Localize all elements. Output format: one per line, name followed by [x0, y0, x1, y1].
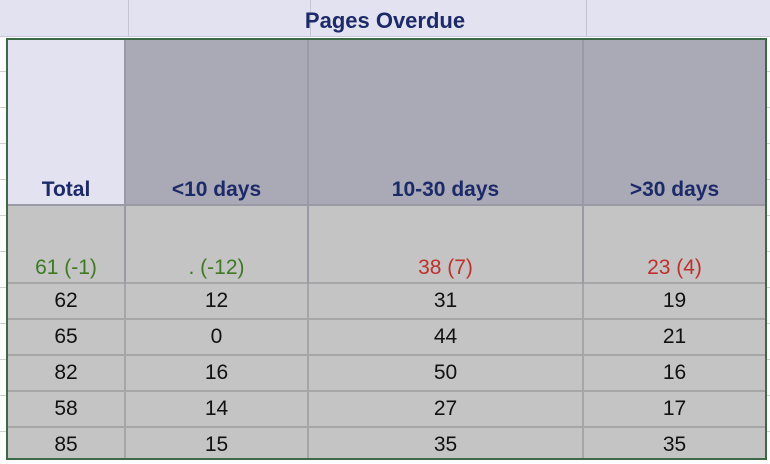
column-divider: [310, 0, 311, 37]
title-banner: Pages Overdue: [0, 0, 770, 37]
table-cell[interactable]: 65: [8, 318, 126, 355]
table-cell[interactable]: 31: [308, 282, 584, 319]
summary-cell[interactable]: 61 (-1): [8, 204, 126, 283]
table-cell[interactable]: 21: [583, 318, 765, 355]
table-cell[interactable]: 50: [308, 354, 584, 391]
table-row: 85 15 35 35: [8, 426, 765, 458]
table-row: 58 14 27 17: [8, 390, 765, 427]
table-row: 82 16 50 16: [8, 354, 765, 391]
table-cell[interactable]: 82: [8, 354, 126, 391]
table-cell[interactable]: 17: [583, 390, 765, 427]
table-cell[interactable]: 14: [125, 390, 309, 427]
column-header-total[interactable]: Total: [8, 40, 126, 205]
overdue-table: Total <10 days 10-30 days >30 days 61 (-…: [8, 40, 765, 458]
table-cell[interactable]: 85: [8, 426, 126, 458]
table-row: 65 0 44 21: [8, 318, 765, 355]
column-header-10-30-days[interactable]: 10-30 days: [308, 40, 584, 205]
summary-row: 61 (-1) . (-12) 38 (7) 23 (4): [8, 204, 765, 283]
summary-cell[interactable]: 23 (4): [583, 204, 765, 283]
table-cell[interactable]: 58: [8, 390, 126, 427]
table-cell[interactable]: 16: [125, 354, 309, 391]
table-cell[interactable]: 15: [125, 426, 309, 458]
table-cell[interactable]: 35: [583, 426, 765, 458]
table-cell[interactable]: 0: [125, 318, 309, 355]
table-cell[interactable]: 12: [125, 282, 309, 319]
table-cell[interactable]: 19: [583, 282, 765, 319]
header-row: Total <10 days 10-30 days >30 days: [8, 40, 765, 205]
selected-range[interactable]: Total <10 days 10-30 days >30 days 61 (-…: [6, 38, 767, 460]
table-row: 62 12 31 19: [8, 282, 765, 319]
table-cell[interactable]: 35: [308, 426, 584, 458]
column-header-over-30-days[interactable]: >30 days: [583, 40, 765, 205]
summary-cell[interactable]: . (-12): [125, 204, 309, 283]
column-divider: [586, 0, 587, 37]
table-cell[interactable]: 16: [583, 354, 765, 391]
summary-cell[interactable]: 38 (7): [308, 204, 584, 283]
column-header-under-10-days[interactable]: <10 days: [125, 40, 309, 205]
table-cell[interactable]: 62: [8, 282, 126, 319]
column-divider: [128, 0, 129, 37]
table-cell[interactable]: 27: [308, 390, 584, 427]
table-cell[interactable]: 44: [308, 318, 584, 355]
page-title: Pages Overdue: [304, 8, 466, 33]
